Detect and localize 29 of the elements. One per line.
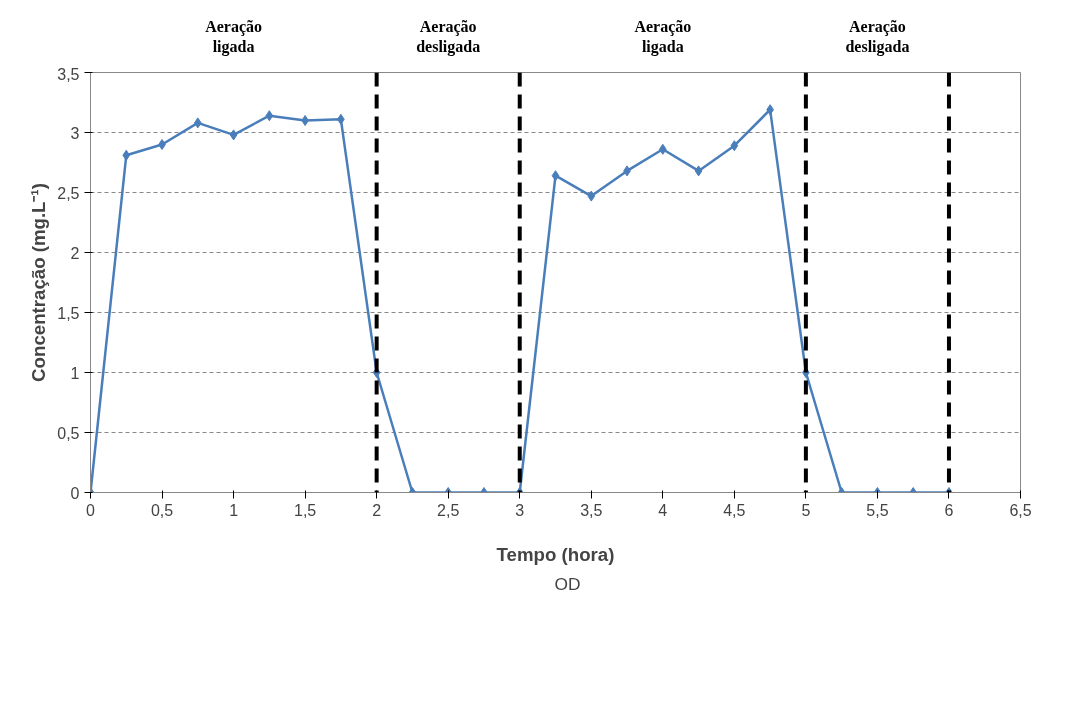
x-tick-label: 2 [372,501,382,519]
text: Aeração ligada [634,17,692,57]
x-tick-label: 4,5 [723,501,746,519]
x-axis-title: Tempo (hora) [496,543,615,565]
text: Aeração desligada [845,17,910,57]
y-tick-label: 0 [70,484,80,502]
x-tick-label: 3,5 [580,501,603,519]
x-tick-label: 3 [515,501,525,519]
text: Aeração ligada [205,17,263,57]
y-tick-label: 0,5 [57,424,80,442]
text: Aeração desligada [416,17,481,57]
y-tick-label: 1,5 [57,304,80,322]
x-tick-label: 5,5 [866,501,889,519]
y-tick-label: 3 [70,124,80,142]
x-tick-label: 2,5 [437,501,460,519]
x-tick-label: 4 [658,501,668,519]
x-tick-label: 6 [944,501,954,519]
y-axis-title: Concentração (mg.L⁻¹) [28,183,50,382]
y-tick-label: 2 [70,244,80,262]
y-tick-label: 3,5 [57,65,80,83]
x-tick-label: 6,5 [1009,501,1032,519]
x-tick-label: 5 [801,501,811,519]
y-tick-label: 2,5 [57,184,80,202]
y-tick-label: 1 [70,364,80,382]
text: OD [554,573,581,595]
x-tick-label: 1,5 [293,501,317,519]
x-tick-label: 1 [229,501,239,519]
x-tick-label: 0,5 [150,501,174,519]
x-tick-label: 0 [86,501,96,519]
